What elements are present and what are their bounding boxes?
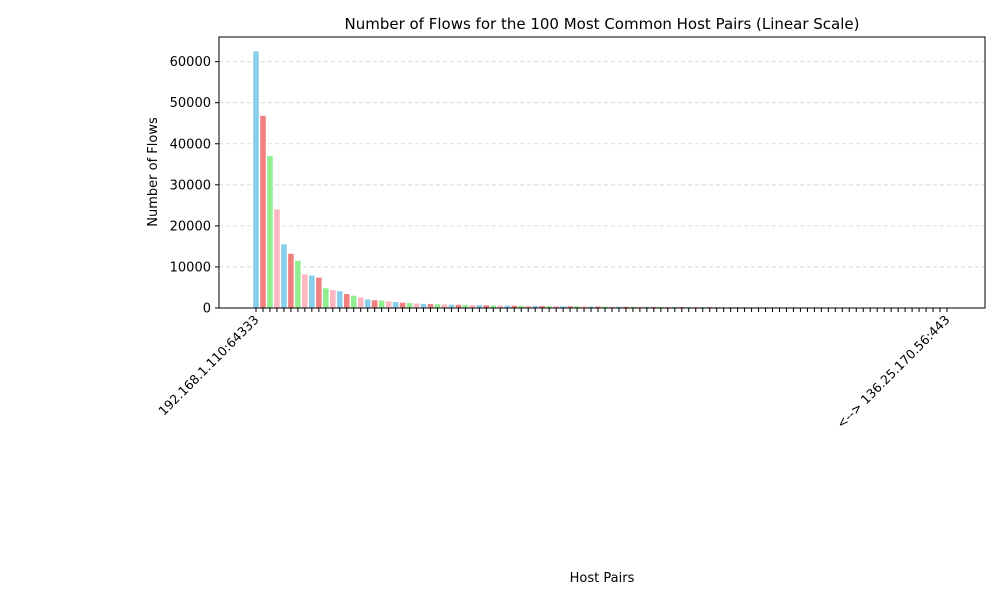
plot-frame [219, 37, 985, 308]
bar [323, 288, 329, 308]
bar [302, 274, 308, 308]
bar [379, 301, 385, 308]
y-tick-label: 40000 [170, 137, 211, 152]
bar [309, 276, 315, 308]
x-axis-title: Host Pairs [570, 571, 635, 586]
chart-title: Number of Flows for the 100 Most Common … [344, 15, 859, 33]
grid-lines [219, 62, 985, 267]
bar [316, 278, 322, 308]
y-axis-title: Number of Flows [146, 117, 161, 227]
bar [344, 294, 350, 308]
bar [330, 290, 336, 308]
bar [442, 304, 448, 308]
bar [421, 304, 427, 308]
bar [372, 300, 378, 308]
y-axis: 0 10000 20000 30000 40000 50000 60000 [170, 55, 219, 316]
bar [400, 303, 406, 308]
bar [393, 302, 399, 308]
y-tick-label: 50000 [170, 96, 211, 111]
bars [253, 51, 950, 308]
y-tick-label: 10000 [170, 260, 211, 275]
bar [414, 303, 420, 308]
bar [281, 244, 287, 308]
bar [274, 209, 280, 308]
bar [358, 297, 364, 308]
bar [253, 51, 259, 308]
bar [449, 305, 455, 308]
y-tick-label: 30000 [170, 178, 211, 193]
x-tick-label: 192.168.1.110:64333 [155, 312, 261, 418]
bar [288, 254, 294, 308]
bar [428, 304, 434, 308]
bar [386, 301, 392, 308]
bar [365, 299, 371, 308]
bar [260, 116, 266, 308]
bar [337, 291, 343, 308]
x-axis: 192.168.1.110:64333 <--> 136.25.170.56:44… [155, 308, 952, 431]
bar [435, 304, 441, 308]
bar [351, 296, 357, 308]
bar [295, 261, 301, 308]
y-tick-label: 20000 [170, 219, 211, 234]
x-tick-label: <--> 136.25.170.56:443 [834, 312, 953, 431]
y-tick-label: 60000 [170, 55, 211, 70]
y-tick-label: 0 [203, 302, 211, 317]
bar [407, 303, 413, 308]
bar [267, 156, 273, 308]
